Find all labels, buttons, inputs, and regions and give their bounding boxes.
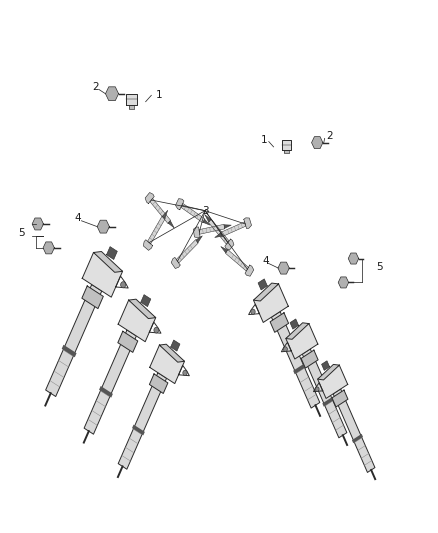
- Polygon shape: [338, 277, 349, 288]
- Polygon shape: [46, 285, 102, 397]
- Polygon shape: [224, 225, 231, 229]
- Polygon shape: [311, 136, 323, 149]
- Polygon shape: [99, 386, 113, 398]
- Polygon shape: [290, 319, 299, 329]
- Polygon shape: [82, 253, 123, 297]
- Text: 5: 5: [18, 228, 25, 238]
- Polygon shape: [93, 252, 123, 272]
- Polygon shape: [199, 224, 225, 234]
- Text: 5: 5: [376, 262, 383, 272]
- Polygon shape: [254, 284, 288, 322]
- Text: 2: 2: [92, 82, 99, 92]
- Polygon shape: [270, 313, 289, 333]
- Circle shape: [183, 370, 187, 376]
- Polygon shape: [293, 364, 306, 374]
- Polygon shape: [225, 239, 234, 250]
- Polygon shape: [318, 365, 348, 399]
- Polygon shape: [126, 94, 137, 105]
- Polygon shape: [348, 253, 359, 264]
- Polygon shape: [168, 221, 174, 228]
- Polygon shape: [332, 390, 348, 407]
- Polygon shape: [196, 236, 202, 243]
- Circle shape: [251, 309, 255, 314]
- Polygon shape: [143, 240, 152, 251]
- Polygon shape: [129, 299, 156, 319]
- Polygon shape: [149, 374, 168, 393]
- Polygon shape: [171, 257, 180, 269]
- Polygon shape: [132, 425, 145, 435]
- Polygon shape: [43, 242, 54, 254]
- Circle shape: [315, 387, 319, 392]
- Polygon shape: [193, 227, 200, 238]
- Polygon shape: [97, 220, 110, 233]
- Polygon shape: [84, 330, 136, 434]
- Polygon shape: [118, 300, 156, 342]
- Polygon shape: [352, 434, 363, 443]
- Polygon shape: [226, 249, 248, 271]
- Polygon shape: [321, 361, 330, 370]
- Text: 3: 3: [202, 206, 208, 216]
- Polygon shape: [205, 215, 211, 222]
- Polygon shape: [286, 324, 318, 359]
- Polygon shape: [32, 218, 43, 230]
- Polygon shape: [322, 397, 334, 407]
- Polygon shape: [181, 204, 205, 223]
- Polygon shape: [258, 279, 267, 290]
- Polygon shape: [148, 216, 165, 244]
- Polygon shape: [245, 265, 254, 276]
- Polygon shape: [208, 219, 229, 244]
- Polygon shape: [221, 222, 246, 237]
- Polygon shape: [302, 349, 347, 438]
- Circle shape: [120, 282, 126, 288]
- Polygon shape: [244, 218, 251, 229]
- Polygon shape: [318, 365, 339, 380]
- Polygon shape: [162, 210, 168, 219]
- Text: 1: 1: [261, 135, 267, 144]
- Polygon shape: [150, 198, 170, 223]
- Polygon shape: [145, 192, 154, 204]
- Text: 2: 2: [326, 131, 333, 141]
- Polygon shape: [118, 373, 166, 469]
- Text: 1: 1: [155, 90, 162, 100]
- Polygon shape: [176, 199, 184, 209]
- Polygon shape: [215, 233, 222, 238]
- Circle shape: [154, 327, 159, 333]
- Polygon shape: [333, 389, 375, 472]
- Polygon shape: [118, 332, 138, 352]
- Polygon shape: [284, 150, 289, 153]
- Polygon shape: [106, 87, 119, 101]
- Text: 4: 4: [74, 213, 81, 223]
- Polygon shape: [282, 140, 291, 150]
- Text: 4: 4: [263, 256, 269, 266]
- Polygon shape: [171, 340, 180, 351]
- Polygon shape: [278, 262, 289, 274]
- Polygon shape: [62, 345, 77, 357]
- Polygon shape: [272, 311, 320, 408]
- Polygon shape: [82, 286, 103, 309]
- Polygon shape: [150, 345, 184, 384]
- Polygon shape: [221, 247, 227, 253]
- Circle shape: [283, 347, 287, 352]
- Polygon shape: [203, 219, 210, 225]
- Polygon shape: [177, 240, 198, 263]
- Polygon shape: [141, 295, 151, 306]
- Polygon shape: [301, 350, 318, 368]
- Polygon shape: [129, 105, 134, 109]
- Polygon shape: [286, 323, 309, 340]
- Polygon shape: [159, 344, 184, 362]
- Polygon shape: [106, 247, 117, 260]
- Polygon shape: [254, 283, 279, 301]
